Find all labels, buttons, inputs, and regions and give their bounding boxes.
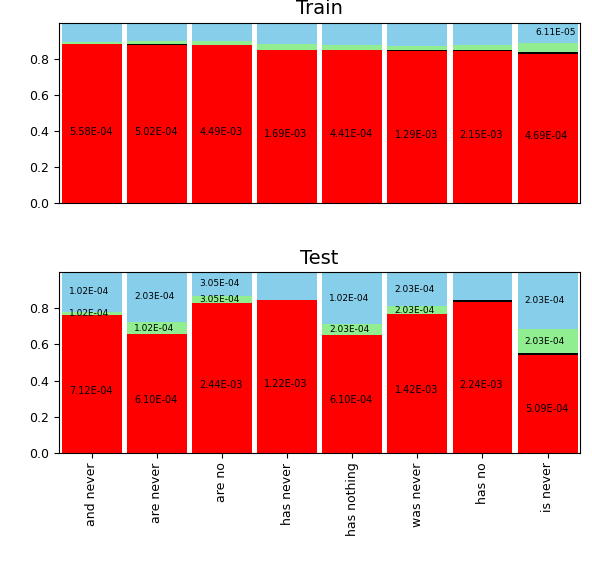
Bar bbox=[257, 44, 317, 50]
Bar bbox=[387, 306, 448, 314]
Bar bbox=[127, 45, 187, 203]
Text: 6.11E-05: 6.11E-05 bbox=[536, 28, 576, 37]
Bar bbox=[62, 42, 122, 44]
Text: 4.49E-03: 4.49E-03 bbox=[199, 127, 243, 137]
Text: 2.03E-04: 2.03E-04 bbox=[525, 337, 565, 346]
Text: 1.29E-03: 1.29E-03 bbox=[394, 130, 438, 140]
Bar bbox=[192, 272, 252, 295]
Text: 1.02E-04: 1.02E-04 bbox=[69, 309, 109, 318]
Bar bbox=[452, 300, 513, 302]
Bar bbox=[127, 335, 187, 453]
Text: 2.24E-03: 2.24E-03 bbox=[459, 380, 503, 390]
Bar bbox=[452, 302, 513, 453]
Bar bbox=[452, 50, 513, 203]
Text: 5.09E-04: 5.09E-04 bbox=[525, 404, 568, 414]
Bar bbox=[517, 272, 578, 329]
Bar bbox=[62, 312, 122, 315]
Bar bbox=[517, 329, 578, 353]
Text: 4.69E-04: 4.69E-04 bbox=[525, 131, 568, 142]
Bar bbox=[257, 50, 317, 203]
Bar bbox=[192, 295, 252, 303]
Text: 1.69E-03: 1.69E-03 bbox=[264, 129, 308, 139]
Text: 2.03E-04: 2.03E-04 bbox=[525, 296, 565, 305]
Text: 1.42E-03: 1.42E-03 bbox=[394, 385, 438, 395]
Bar bbox=[452, 45, 513, 50]
Bar bbox=[62, 23, 122, 42]
Text: 2.03E-04: 2.03E-04 bbox=[394, 306, 435, 315]
Bar bbox=[127, 23, 187, 41]
Bar bbox=[452, 23, 513, 45]
Bar bbox=[387, 314, 448, 453]
Text: 6.10E-04: 6.10E-04 bbox=[134, 395, 178, 405]
Text: 1.22E-03: 1.22E-03 bbox=[264, 379, 308, 389]
Bar bbox=[517, 355, 578, 453]
Bar bbox=[257, 300, 317, 453]
Bar bbox=[322, 272, 382, 324]
Title: Train: Train bbox=[296, 0, 343, 18]
Bar bbox=[62, 272, 122, 312]
Bar bbox=[517, 23, 578, 42]
Text: 4.41E-04: 4.41E-04 bbox=[329, 129, 373, 139]
Text: 3.05E-04: 3.05E-04 bbox=[199, 279, 240, 288]
Text: 2.15E-03: 2.15E-03 bbox=[459, 130, 503, 140]
Bar bbox=[192, 23, 252, 41]
Bar bbox=[192, 45, 252, 203]
Text: 6.10E-04: 6.10E-04 bbox=[329, 395, 373, 405]
Text: 2.03E-04: 2.03E-04 bbox=[394, 285, 435, 294]
Bar bbox=[322, 23, 382, 45]
Bar bbox=[322, 50, 382, 203]
Text: 2.03E-04: 2.03E-04 bbox=[329, 325, 369, 335]
Bar bbox=[322, 324, 382, 335]
Bar bbox=[322, 45, 382, 50]
Bar bbox=[127, 321, 187, 335]
Bar bbox=[452, 272, 513, 300]
Bar bbox=[192, 303, 252, 453]
Text: 5.02E-04: 5.02E-04 bbox=[134, 127, 178, 137]
Bar bbox=[322, 335, 382, 453]
Bar bbox=[517, 42, 578, 53]
Bar bbox=[387, 23, 448, 46]
Text: 1.02E-04: 1.02E-04 bbox=[69, 288, 109, 297]
Bar bbox=[127, 272, 187, 321]
Bar bbox=[257, 272, 317, 300]
Bar bbox=[387, 272, 448, 306]
Text: 1.02E-04: 1.02E-04 bbox=[329, 294, 369, 303]
Title: Test: Test bbox=[301, 248, 339, 268]
Text: 2.03E-04: 2.03E-04 bbox=[134, 293, 174, 302]
Bar bbox=[517, 54, 578, 203]
Bar bbox=[127, 41, 187, 44]
Text: 7.12E-04: 7.12E-04 bbox=[69, 386, 112, 396]
Text: 1.02E-04: 1.02E-04 bbox=[134, 324, 174, 333]
Text: 2.44E-03: 2.44E-03 bbox=[199, 380, 243, 391]
Bar bbox=[387, 46, 448, 50]
Bar bbox=[62, 44, 122, 203]
Bar bbox=[517, 353, 578, 355]
Bar bbox=[62, 315, 122, 453]
Text: 5.58E-04: 5.58E-04 bbox=[69, 127, 112, 137]
Bar bbox=[517, 53, 578, 54]
Bar bbox=[192, 41, 252, 45]
Bar bbox=[257, 23, 317, 44]
Bar bbox=[387, 50, 448, 203]
Text: 3.05E-04: 3.05E-04 bbox=[199, 295, 240, 304]
